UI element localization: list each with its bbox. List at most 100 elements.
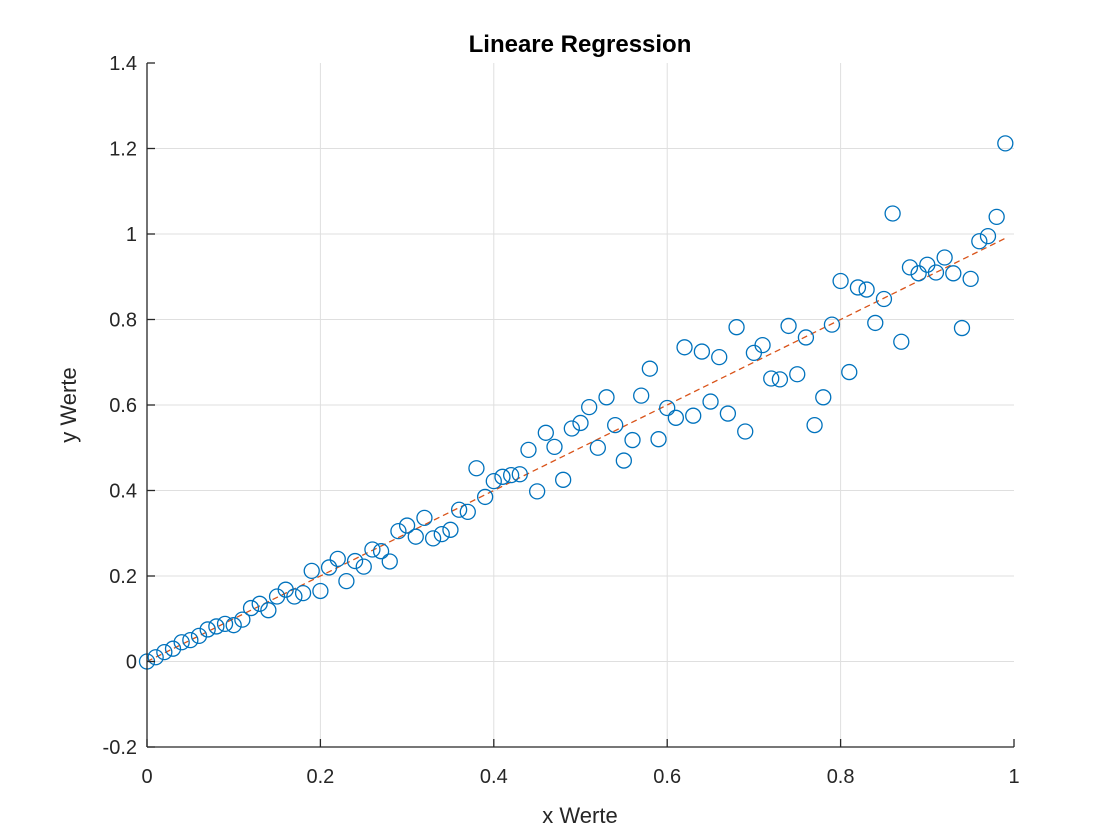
data-point: [424, 530, 442, 547]
data-point: [763, 370, 780, 387]
data-point: [450, 501, 468, 518]
data-point: [555, 471, 572, 488]
data-point: [979, 227, 997, 245]
data-point: [468, 460, 485, 477]
data-point: [225, 617, 242, 634]
data-points-layer: [138, 135, 1014, 670]
data-point: [572, 414, 589, 432]
axes: [146, 62, 1015, 748]
data-point: [164, 640, 182, 657]
data-point: [260, 602, 277, 619]
data-point: [156, 643, 173, 661]
data-point: [494, 468, 511, 485]
x-tick-labels: 0 0.2 0.4 0.6 0.8 1: [141, 766, 1019, 788]
data-point: [511, 466, 528, 483]
data-point: [364, 541, 381, 558]
data-point: [945, 265, 962, 282]
data-point: [780, 317, 797, 335]
data-point: [372, 543, 390, 560]
data-point: [312, 582, 329, 600]
data-point: [849, 279, 867, 296]
data-point: [320, 559, 338, 576]
data-point: [190, 627, 208, 644]
data-point: [537, 424, 554, 441]
data-point: [789, 366, 806, 383]
data-point: [416, 509, 433, 527]
data-point: [901, 259, 919, 276]
data-point: [598, 389, 615, 406]
data-point: [971, 233, 988, 250]
data-point: [563, 420, 580, 437]
data-point: [858, 281, 875, 298]
data-point: [962, 270, 979, 288]
x-tick-label: 0.4: [480, 766, 508, 788]
data-point: [381, 553, 398, 570]
y-tick-label: 1.4: [109, 53, 137, 75]
data-point: [390, 522, 407, 540]
y-tick-labels: -0.2 0 0.2 0.4 0.6 0.8 1 1.2 1.4: [103, 53, 137, 759]
data-point: [529, 483, 546, 500]
data-point: [919, 256, 936, 273]
data-point: [234, 611, 251, 628]
data-point: [355, 558, 372, 575]
data-point: [199, 621, 216, 638]
data-point: [546, 438, 563, 456]
x-tick-label: 0.2: [306, 766, 334, 788]
data-point: [208, 618, 225, 635]
data-point: [581, 398, 598, 416]
data-point: [398, 517, 416, 534]
data-point: [702, 393, 719, 410]
y-tick-label: 0: [126, 652, 137, 674]
x-axis-label: x Werte: [542, 803, 617, 828]
x-tick-label: 0.6: [653, 766, 681, 788]
data-point: [502, 466, 520, 484]
data-point: [823, 316, 841, 333]
data-point: [589, 439, 606, 456]
data-point: [927, 264, 945, 281]
data-point: [867, 314, 884, 332]
data-point: [884, 205, 901, 222]
data-point: [797, 329, 815, 346]
y-tick-label: 0.4: [109, 481, 137, 503]
data-point: [659, 399, 676, 417]
data-point: [693, 343, 711, 360]
data-point: [485, 472, 502, 490]
data-point: [242, 599, 260, 617]
data-point: [650, 431, 667, 448]
y-tick-label: 1: [126, 224, 137, 246]
data-point: [815, 389, 832, 406]
data-point: [407, 528, 424, 545]
data-point: [728, 319, 745, 336]
data-point: [615, 452, 632, 469]
data-point: [442, 521, 459, 538]
data-point: [173, 634, 190, 651]
data-point: [459, 503, 476, 521]
data-point: [719, 405, 737, 422]
data-point: [875, 290, 893, 308]
data-point: [303, 562, 320, 580]
data-point: [936, 249, 953, 266]
data-point: [641, 360, 659, 377]
data-point: [294, 584, 312, 602]
data-point: [624, 431, 641, 449]
data-point: [216, 615, 234, 633]
y-tick-label: 0.6: [109, 395, 137, 417]
data-point: [433, 525, 450, 543]
data-point: [346, 552, 364, 570]
data-point: [953, 319, 971, 337]
data-point: [338, 572, 355, 590]
y-tick-label: -0.2: [103, 737, 137, 759]
y-tick-label: 1.2: [109, 139, 137, 161]
data-point: [476, 488, 494, 506]
data-point: [182, 631, 199, 649]
data-point: [147, 649, 164, 666]
x-tick-label: 0: [141, 766, 152, 788]
data-point: [676, 339, 693, 356]
data-point: [286, 588, 303, 605]
data-point: [633, 387, 650, 404]
data-point: [745, 344, 763, 361]
data-point: [685, 407, 702, 424]
data-point: [251, 595, 268, 612]
chart-title: Lineare Regression: [469, 31, 692, 58]
